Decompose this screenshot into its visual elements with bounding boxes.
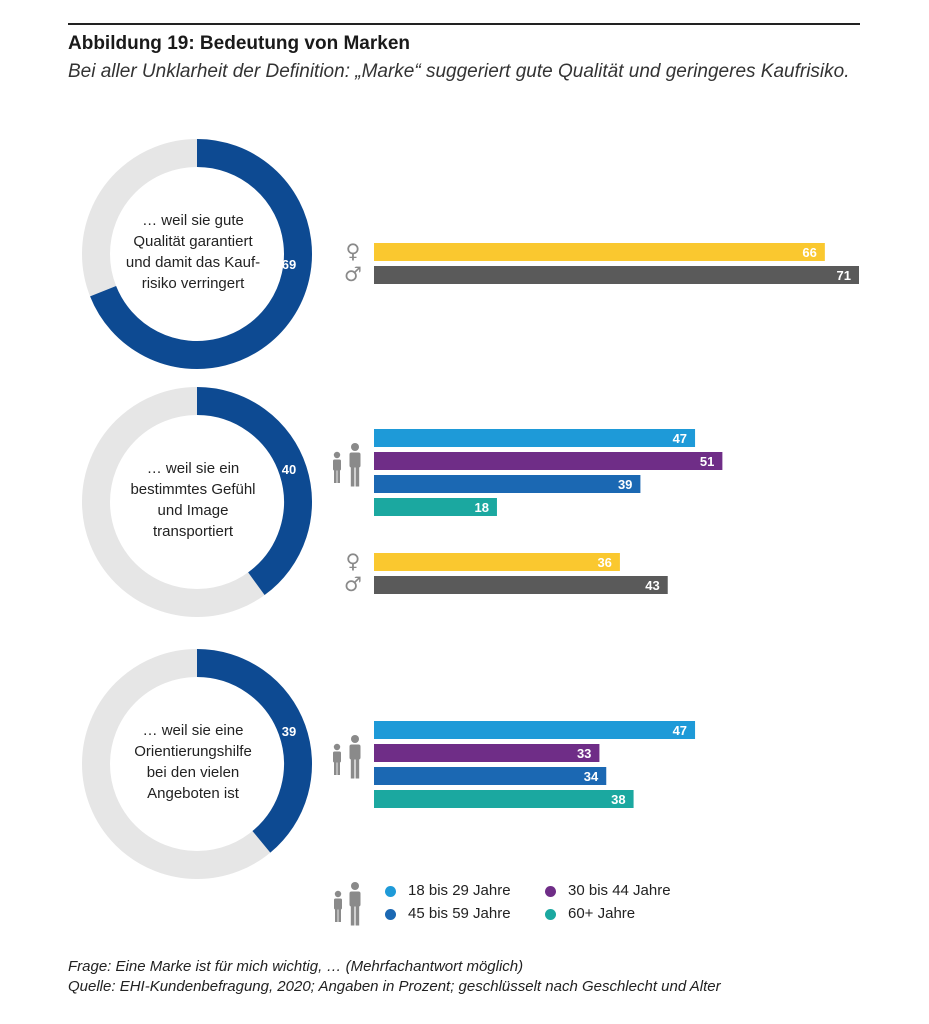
male-value-label: 71 bbox=[837, 268, 851, 283]
male-icon: ♂ bbox=[344, 262, 362, 286]
female-bar bbox=[374, 553, 620, 571]
age-2-bar bbox=[374, 452, 723, 470]
male-bar bbox=[374, 266, 859, 284]
footnote-source: Quelle: EHI-Kundenbefragung, 2020; Angab… bbox=[68, 978, 721, 995]
family-icon bbox=[333, 443, 361, 487]
age-1-value-label: 47 bbox=[673, 723, 687, 738]
donut-value-label: 69 bbox=[282, 257, 296, 272]
legend-label-45-59: 45 bis 59 Jahre bbox=[408, 905, 511, 922]
legend-dot-30-44 bbox=[545, 886, 556, 897]
donut-text-line: … weil sie ein bbox=[147, 460, 240, 477]
legend-dot-18-29 bbox=[385, 886, 396, 897]
female-bar bbox=[374, 243, 825, 261]
family-icon bbox=[334, 882, 361, 926]
age-4-value-label: 38 bbox=[611, 792, 625, 807]
female-icon: ♀ bbox=[346, 549, 361, 573]
legend-dot-45-59 bbox=[385, 909, 396, 920]
legend-dot-60-plus bbox=[545, 909, 556, 920]
age-1-bar bbox=[374, 721, 696, 739]
footnote-question: Frage: Eine Marke ist für mich wichtig, … bbox=[68, 958, 524, 975]
donut-text-line: transportiert bbox=[153, 523, 234, 540]
female-icon: ♀ bbox=[346, 239, 361, 263]
donut-text-line: und damit das Kauf- bbox=[126, 254, 260, 271]
age-3-value-label: 34 bbox=[584, 769, 599, 784]
donut-text-line: bei den vielen bbox=[147, 764, 240, 781]
donut-1: 69 … weil sie gute Qualität garantiert und … bbox=[82, 139, 312, 369]
donut-value-label: 39 bbox=[282, 724, 296, 739]
male-bar bbox=[374, 576, 668, 594]
donut-text-line: Qualität garantiert bbox=[133, 233, 253, 250]
donut-2: 40 … weil sie ein bestimmtes Gefühl und Ima… bbox=[82, 387, 312, 617]
female-value-label: 66 bbox=[802, 245, 816, 260]
top-rule bbox=[68, 23, 860, 25]
donut-text-line: risiko verringert bbox=[142, 275, 245, 292]
female-value-label: 36 bbox=[597, 555, 611, 570]
donut-text-line: und Image bbox=[158, 502, 229, 519]
age-3-bar bbox=[374, 767, 607, 785]
legend-label-30-44: 30 bis 44 Jahre bbox=[568, 882, 671, 899]
figure-subtitle: Bei aller Unklarheit der Definition: „Ma… bbox=[68, 61, 850, 82]
figure-title: Abbildung 19: Bedeutung von Marken bbox=[68, 33, 411, 54]
male-icon: ♂ bbox=[344, 572, 362, 596]
age-4-bar bbox=[374, 498, 497, 516]
age-3-bar bbox=[374, 475, 641, 493]
donut-3: 39 … weil sie eine Orientierungshilfe bei d… bbox=[82, 649, 312, 879]
age-4-value-label: 18 bbox=[474, 500, 488, 515]
donut-text-line: … weil sie eine bbox=[143, 722, 244, 739]
donut-value-arc bbox=[196, 649, 312, 853]
donut-text-line: bestimmtes Gefühl bbox=[130, 481, 255, 498]
donut-value-arc bbox=[90, 139, 312, 369]
age-2-value-label: 33 bbox=[577, 746, 591, 761]
age-2-value-label: 51 bbox=[700, 454, 714, 469]
donut-text-line: … weil sie gute bbox=[142, 212, 244, 229]
age-legend: 18 bis 29 Jahre 30 bis 44 Jahre 45 bis 5… bbox=[328, 880, 708, 928]
family-icon bbox=[333, 735, 361, 779]
legend-label-60-plus: 60+ Jahre bbox=[568, 905, 636, 922]
legend-label-18-29: 18 bis 29 Jahre bbox=[408, 882, 511, 899]
age-3-value-label: 39 bbox=[618, 477, 632, 492]
age-1-bar bbox=[374, 429, 696, 447]
donut-value-arc bbox=[196, 387, 312, 596]
donut-text-line: Angeboten ist bbox=[147, 785, 240, 802]
age-4-bar bbox=[374, 790, 634, 808]
donut-value-label: 40 bbox=[282, 462, 296, 477]
donut-text-line: Orientierungshilfe bbox=[134, 743, 252, 760]
male-value-label: 43 bbox=[645, 578, 659, 593]
age-1-value-label: 47 bbox=[673, 431, 687, 446]
age-2-bar bbox=[374, 744, 600, 762]
